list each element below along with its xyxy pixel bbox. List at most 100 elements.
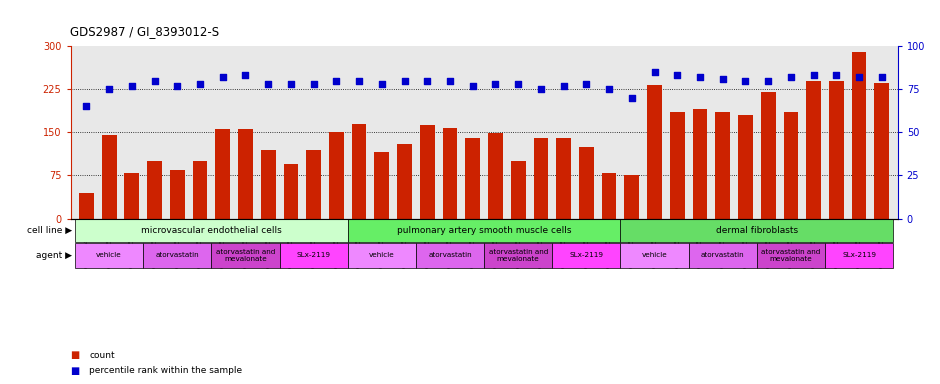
Bar [825, 243, 893, 268]
Point [510, 81, 525, 87]
Text: pulmonary artery smooth muscle cells: pulmonary artery smooth muscle cells [397, 226, 572, 235]
Bar [556, 138, 571, 218]
Bar [510, 161, 525, 218]
Bar [79, 193, 94, 218]
Point [852, 74, 867, 80]
Bar [852, 52, 867, 218]
Text: GDS2987 / GI_8393012-S: GDS2987 / GI_8393012-S [70, 25, 220, 38]
Bar [306, 150, 321, 218]
Text: count: count [89, 351, 115, 360]
Text: SLx-2119: SLx-2119 [297, 252, 331, 258]
Bar [624, 175, 639, 218]
Point [783, 74, 798, 80]
Bar [784, 112, 798, 218]
Point [533, 86, 548, 92]
Point [715, 76, 730, 82]
Point [147, 78, 162, 84]
Bar [260, 150, 275, 218]
Point [215, 74, 230, 80]
Point [624, 95, 639, 101]
Point [829, 72, 844, 78]
Bar [602, 172, 617, 218]
Bar [757, 243, 825, 268]
Bar [443, 128, 458, 218]
Bar [329, 132, 344, 218]
Text: SLx-2119: SLx-2119 [570, 252, 603, 258]
Text: atorvastatin and
mevalonate: atorvastatin and mevalonate [761, 249, 821, 262]
Point [465, 83, 480, 89]
Bar [465, 138, 480, 218]
Point [124, 83, 139, 89]
Bar [715, 112, 730, 218]
Text: microvascular endothelial cells: microvascular endothelial cells [141, 226, 282, 235]
Bar [829, 81, 844, 218]
Point [420, 78, 435, 84]
Bar [738, 115, 753, 218]
Bar [75, 243, 143, 268]
Bar [579, 147, 594, 218]
Text: percentile rank within the sample: percentile rank within the sample [89, 366, 243, 375]
Text: atorvastatin: atorvastatin [429, 252, 472, 258]
Bar [124, 172, 139, 218]
Text: vehicle: vehicle [369, 252, 395, 258]
Text: atorvastatin and
mevalonate: atorvastatin and mevalonate [216, 249, 275, 262]
Text: atorvastatin and
mevalonate: atorvastatin and mevalonate [489, 249, 548, 262]
Bar [420, 126, 434, 218]
Bar [284, 164, 298, 218]
Bar [415, 243, 484, 268]
Point [329, 78, 344, 84]
Bar [348, 243, 415, 268]
Bar [374, 152, 389, 218]
Bar [620, 243, 689, 268]
Point [488, 81, 503, 87]
Text: SLx-2119: SLx-2119 [842, 252, 876, 258]
Point [79, 103, 94, 109]
Point [579, 81, 594, 87]
Text: ■: ■ [70, 366, 80, 376]
Bar [484, 243, 553, 268]
Bar [193, 161, 208, 218]
Bar [75, 219, 348, 242]
Point [693, 74, 708, 80]
Point [260, 81, 275, 87]
Point [647, 69, 662, 75]
Point [238, 72, 253, 78]
Bar [534, 138, 548, 218]
Point [807, 72, 822, 78]
Bar [279, 243, 348, 268]
Bar [488, 134, 503, 218]
Bar [689, 243, 757, 268]
Text: cell line ▶: cell line ▶ [26, 226, 71, 235]
Bar [760, 92, 776, 218]
Bar [215, 129, 230, 218]
Point [102, 86, 117, 92]
Bar [102, 135, 117, 218]
Bar [620, 219, 893, 242]
Bar [874, 83, 889, 218]
Bar [170, 170, 184, 218]
Bar [670, 112, 684, 218]
Point [874, 74, 889, 80]
Bar [352, 124, 367, 218]
Bar [553, 243, 620, 268]
Text: vehicle: vehicle [642, 252, 667, 258]
Bar [693, 109, 708, 218]
Point [306, 81, 321, 87]
Point [397, 78, 412, 84]
Text: dermal fibroblasts: dermal fibroblasts [715, 226, 798, 235]
Point [738, 78, 753, 84]
Bar [398, 144, 412, 218]
Point [193, 81, 208, 87]
Bar [807, 81, 821, 218]
Point [284, 81, 299, 87]
Bar [238, 129, 253, 218]
Text: vehicle: vehicle [96, 252, 122, 258]
Bar [212, 243, 279, 268]
Bar [647, 85, 662, 218]
Point [669, 72, 684, 78]
Text: ■: ■ [70, 350, 80, 360]
Text: agent ▶: agent ▶ [36, 251, 71, 260]
Point [443, 78, 458, 84]
Text: atorvastatin: atorvastatin [155, 252, 199, 258]
Point [556, 83, 572, 89]
